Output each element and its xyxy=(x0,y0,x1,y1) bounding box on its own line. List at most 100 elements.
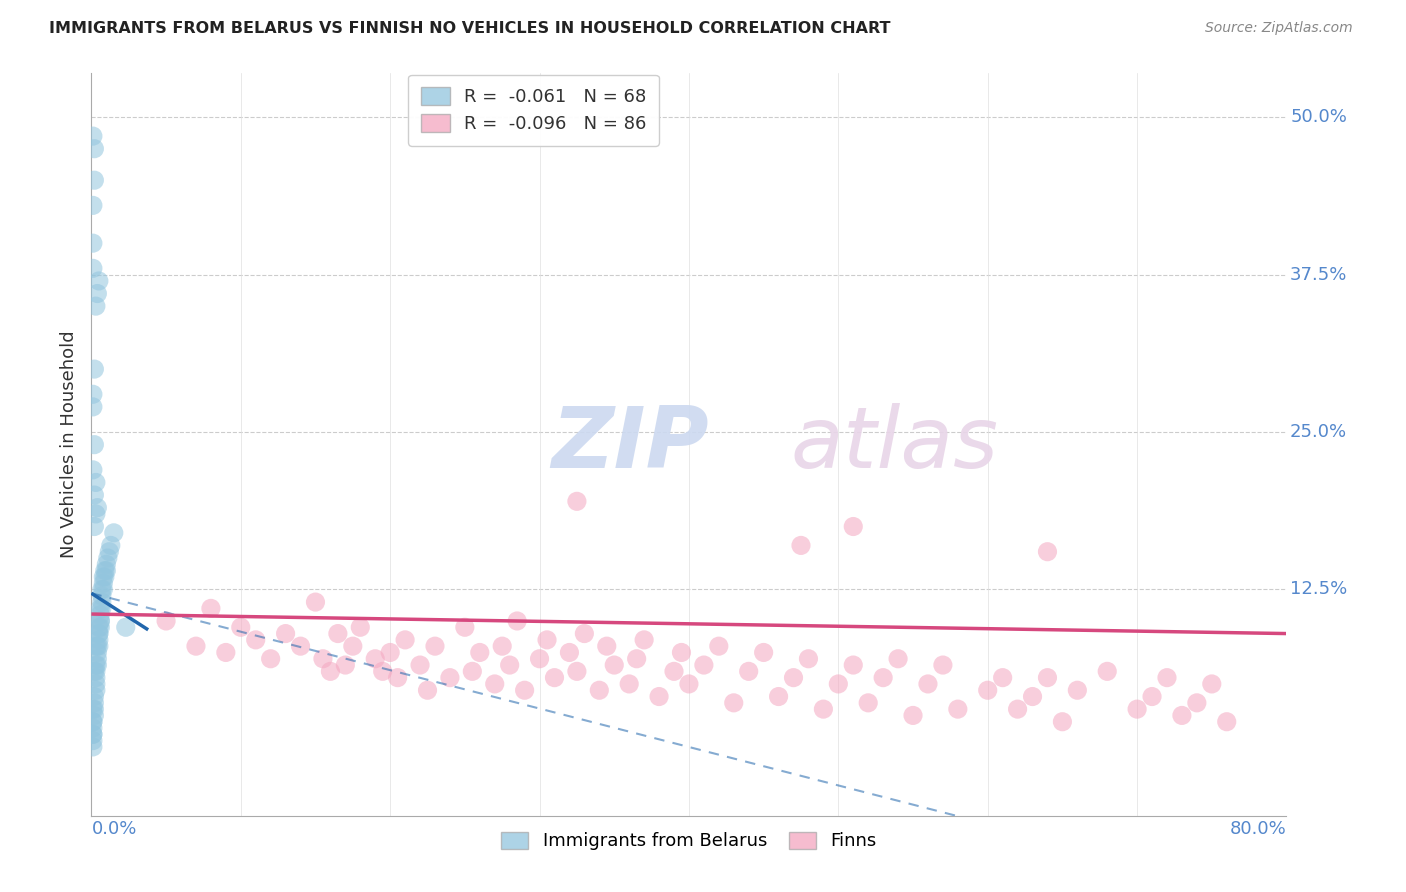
Point xyxy=(84,683,107,698)
Text: 50.0%: 50.0% xyxy=(1291,108,1347,127)
Point xyxy=(529,652,551,666)
Point xyxy=(87,639,110,653)
Point xyxy=(946,702,969,716)
Point xyxy=(693,658,716,673)
Point xyxy=(326,626,349,640)
Point xyxy=(86,286,108,301)
Point xyxy=(752,645,775,659)
Point xyxy=(842,658,865,673)
Point xyxy=(84,677,107,691)
Point xyxy=(114,620,136,634)
Point xyxy=(596,639,619,653)
Point xyxy=(603,658,626,673)
Point xyxy=(312,652,335,666)
Point xyxy=(1126,702,1149,716)
Point xyxy=(723,696,745,710)
Point xyxy=(90,595,112,609)
Point xyxy=(1066,683,1088,698)
Point xyxy=(259,652,281,666)
Y-axis label: No Vehicles in Household: No Vehicles in Household xyxy=(59,331,77,558)
Point xyxy=(83,488,105,502)
Point xyxy=(86,658,108,673)
Point xyxy=(707,639,730,653)
Point xyxy=(229,620,252,634)
Point xyxy=(82,198,104,212)
Point xyxy=(82,702,104,716)
Point xyxy=(86,652,108,666)
Point xyxy=(86,639,108,653)
Point xyxy=(93,570,115,584)
Text: 12.5%: 12.5% xyxy=(1291,581,1347,599)
Point xyxy=(87,620,110,634)
Point xyxy=(83,173,105,187)
Point xyxy=(87,632,110,647)
Point xyxy=(319,665,342,679)
Point xyxy=(394,632,416,647)
Text: 80.0%: 80.0% xyxy=(1230,820,1286,838)
Point xyxy=(245,632,267,647)
Point xyxy=(82,714,104,729)
Point xyxy=(917,677,939,691)
Point xyxy=(83,690,105,704)
Text: atlas: atlas xyxy=(790,403,998,486)
Point xyxy=(83,519,105,533)
Point xyxy=(89,614,111,628)
Point xyxy=(82,129,104,144)
Point xyxy=(1171,708,1194,723)
Point xyxy=(87,274,110,288)
Point xyxy=(1140,690,1163,704)
Point xyxy=(96,564,118,578)
Point xyxy=(83,708,105,723)
Point xyxy=(90,582,112,597)
Point xyxy=(335,658,357,673)
Point xyxy=(1185,696,1208,710)
Point xyxy=(842,519,865,533)
Point xyxy=(439,671,461,685)
Point xyxy=(304,595,326,609)
Point xyxy=(87,626,110,640)
Point xyxy=(84,299,107,313)
Point xyxy=(858,696,880,710)
Text: 25.0%: 25.0% xyxy=(1291,423,1347,441)
Point xyxy=(416,683,439,698)
Point xyxy=(89,607,111,622)
Point xyxy=(491,639,513,653)
Point xyxy=(1216,714,1239,729)
Point xyxy=(89,601,111,615)
Point xyxy=(1021,690,1043,704)
Point xyxy=(86,645,108,659)
Point xyxy=(1007,702,1029,716)
Point xyxy=(83,665,105,679)
Point xyxy=(100,538,122,552)
Point xyxy=(90,601,112,615)
Point xyxy=(887,652,910,666)
Point xyxy=(349,620,371,634)
Point xyxy=(813,702,835,716)
Point xyxy=(633,632,655,647)
Point xyxy=(1036,545,1059,559)
Point xyxy=(574,626,596,640)
Point xyxy=(82,387,104,401)
Point xyxy=(619,677,641,691)
Point xyxy=(506,614,529,628)
Point xyxy=(290,639,312,653)
Point xyxy=(371,665,394,679)
Point xyxy=(184,639,207,653)
Point xyxy=(872,671,894,685)
Point xyxy=(83,696,105,710)
Point xyxy=(461,665,484,679)
Point xyxy=(662,665,685,679)
Point xyxy=(678,677,700,691)
Point xyxy=(565,494,588,508)
Point xyxy=(1201,677,1223,691)
Point xyxy=(671,645,693,659)
Point xyxy=(103,525,125,540)
Point xyxy=(409,658,432,673)
Point xyxy=(82,721,104,735)
Text: IMMIGRANTS FROM BELARUS VS FINNISH NO VEHICLES IN HOUSEHOLD CORRELATION CHART: IMMIGRANTS FROM BELARUS VS FINNISH NO VE… xyxy=(49,21,891,36)
Point xyxy=(423,639,446,653)
Point xyxy=(97,551,120,566)
Point xyxy=(94,564,117,578)
Point xyxy=(536,632,558,647)
Point xyxy=(648,690,671,704)
